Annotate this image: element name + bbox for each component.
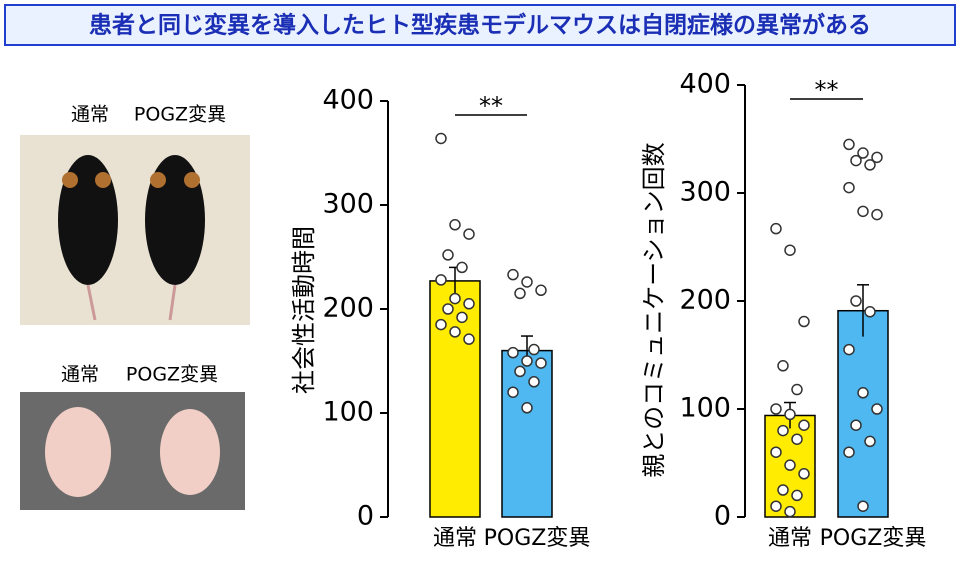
- y-tick-label: 300: [322, 189, 374, 220]
- data-point: [857, 387, 869, 399]
- data-point: [784, 244, 796, 256]
- data-point: [871, 403, 883, 415]
- title: 患者と同じ変異を導入したヒト型疾患モデルマウスは自閉症様の異常がある: [89, 12, 871, 39]
- significance-label: **: [479, 92, 503, 120]
- data-point: [798, 419, 810, 431]
- data-point: [514, 287, 526, 300]
- y-tick-label: 200: [322, 293, 374, 324]
- data-point: [798, 315, 810, 328]
- data-point: [871, 208, 883, 221]
- data-point: [528, 376, 540, 388]
- data-point: [857, 500, 869, 512]
- title-box: [4, 4, 956, 46]
- data-point: [843, 446, 855, 458]
- data-point: [864, 306, 876, 318]
- data-point: [521, 355, 533, 367]
- data-point: [791, 433, 803, 445]
- data-point: [850, 419, 862, 431]
- data-point: [871, 151, 883, 164]
- data-point: [850, 295, 862, 307]
- data-point: [435, 132, 447, 145]
- data-point: [456, 261, 468, 274]
- data-point: [777, 424, 789, 437]
- data-point: [791, 489, 803, 502]
- data-point: [435, 318, 447, 331]
- y-tick-label: 0: [714, 501, 731, 532]
- y-tick-label: 100: [322, 397, 374, 428]
- brain-photo: [20, 392, 245, 510]
- photo-label: POGZ変異: [126, 364, 218, 386]
- mouse-photo: [20, 135, 250, 325]
- x-tick-label: POGZ変異: [820, 526, 927, 551]
- data-point: [770, 403, 782, 415]
- y-tick-label: 300: [679, 177, 731, 208]
- data-point: [442, 303, 454, 315]
- y-tick-label: 100: [679, 393, 731, 424]
- data-point: [456, 311, 468, 324]
- x-tick-label: POGZ変異: [484, 526, 591, 551]
- data-point: [535, 284, 547, 297]
- y-tick-label: 200: [679, 285, 731, 316]
- data-point: [791, 383, 803, 396]
- data-point: [514, 365, 526, 378]
- y-tick-label: 400: [679, 69, 731, 100]
- data-point: [507, 386, 519, 398]
- photo-label: POGZ変異: [134, 104, 226, 126]
- data-point: [864, 159, 876, 171]
- data-point: [843, 181, 855, 194]
- data-point: [435, 274, 447, 286]
- y-axis-label: 親とのコミュニケーション回数: [640, 142, 668, 477]
- data-point: [857, 147, 869, 159]
- x-tick-label: 通常: [433, 526, 477, 551]
- data-point: [507, 346, 519, 359]
- data-point: [535, 357, 547, 369]
- data-point: [857, 205, 869, 218]
- data-point: [843, 343, 855, 356]
- y-tick-label: 0: [357, 501, 374, 532]
- data-point: [449, 292, 461, 305]
- data-point: [463, 333, 475, 345]
- data-point: [449, 219, 461, 231]
- data-point: [463, 228, 475, 240]
- data-point: [777, 360, 789, 372]
- data-point: [784, 505, 796, 518]
- data-point: [850, 154, 862, 167]
- data-point: [770, 222, 782, 235]
- data-point: [463, 298, 475, 310]
- bar: [837, 309, 889, 518]
- data-point: [528, 343, 540, 356]
- y-tick-label: 400: [322, 85, 374, 116]
- bar: [429, 280, 481, 518]
- data-point: [507, 268, 519, 281]
- x-tick-label: 通常: [768, 526, 812, 551]
- data-point: [521, 276, 533, 288]
- data-point: [843, 138, 855, 151]
- data-point: [442, 249, 454, 261]
- data-point: [798, 468, 810, 480]
- data-point: [770, 500, 782, 512]
- significance-label: **: [815, 76, 839, 104]
- data-point: [449, 326, 461, 338]
- data-point: [770, 446, 782, 458]
- bar: [501, 349, 553, 518]
- data-point: [777, 484, 789, 496]
- photo-label: 通常: [61, 364, 99, 386]
- data-point: [784, 459, 796, 471]
- data-point: [521, 402, 533, 414]
- data-point: [864, 435, 876, 448]
- y-axis-label: 社会性活動時間: [290, 226, 318, 394]
- photo-label: 通常: [71, 104, 109, 126]
- data-point: [784, 408, 796, 421]
